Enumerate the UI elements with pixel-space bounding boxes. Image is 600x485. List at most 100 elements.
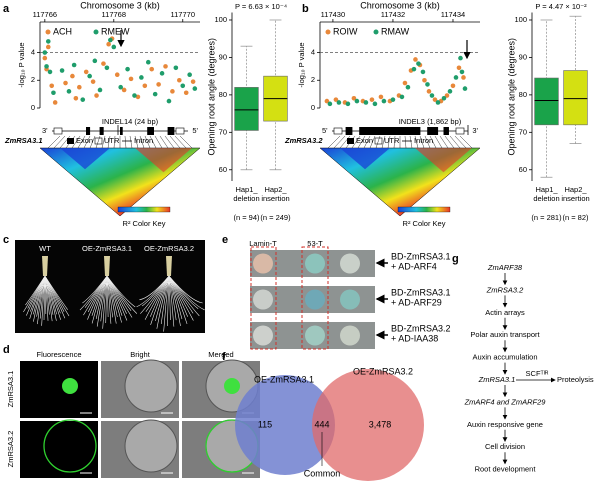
point: [435, 100, 441, 105]
color-key-title: R² Color Key: [403, 219, 446, 228]
point: [363, 100, 369, 105]
construct-label: + AD-IAA38: [391, 333, 438, 343]
y-axis-label: Opening root angle (degrees): [206, 38, 216, 156]
venn-set: [312, 369, 424, 481]
point: [444, 93, 450, 98]
root: [106, 275, 136, 308]
point: [97, 87, 103, 93]
point: [42, 50, 48, 55]
box: [234, 87, 259, 131]
fan-line: [393, 135, 396, 149]
fan-line: [381, 135, 386, 149]
point: [49, 83, 55, 89]
fan-line: [363, 135, 371, 149]
micrograph: [20, 361, 98, 418]
point: [44, 64, 49, 69]
x-tick-label: deletion: [233, 194, 259, 203]
color-key: [397, 206, 451, 213]
point: [70, 73, 75, 79]
fan-line: [414, 135, 419, 149]
point: [405, 84, 411, 90]
fan-line: [434, 135, 443, 149]
point: [351, 95, 357, 101]
point: [416, 61, 421, 66]
point: [73, 95, 79, 101]
chart-title: P = 4.47 × 10⁻²: [535, 2, 587, 11]
point: [333, 97, 339, 102]
point: [425, 82, 430, 87]
utr: [333, 127, 343, 135]
point: [166, 98, 172, 104]
gene-end: 3': [42, 126, 48, 135]
branch-label: SCFᵀᴵᴿ: [526, 369, 549, 378]
panel-label: e: [222, 234, 228, 246]
point: [142, 83, 148, 89]
point: [87, 73, 92, 79]
exon: [86, 127, 91, 135]
point: [441, 95, 447, 101]
y-tick-label: 100: [214, 15, 227, 24]
gene-name: ZmRSA3.1: [4, 136, 43, 145]
y-axis-label: -log₁₀ P value: [297, 42, 306, 87]
color-key: [117, 206, 171, 213]
point: [51, 90, 56, 96]
ld-block: [415, 148, 472, 173]
panel-label: g: [452, 253, 459, 265]
exon: [359, 127, 421, 135]
construct-label: BD-ZmRSA3.2: [391, 323, 451, 333]
column-header: Bright: [130, 350, 151, 359]
photo-label: OE-ZmRSA3.2: [144, 244, 194, 253]
fan-line: [65, 135, 76, 149]
fan-line: [357, 135, 366, 149]
point: [170, 89, 175, 94]
legend-marker: [93, 29, 99, 35]
common-label: Common: [304, 468, 341, 478]
x-tick-label: 117434: [441, 10, 465, 19]
color-key-title: R² Color Key: [123, 219, 166, 228]
panel-label: d: [3, 344, 10, 356]
point: [336, 100, 342, 105]
fan-line: [59, 135, 71, 149]
point: [453, 75, 459, 80]
gene-name: ZmRSA3.2: [284, 136, 323, 145]
point: [399, 94, 405, 100]
fan-line: [159, 135, 169, 149]
fan-line: [369, 135, 376, 149]
point: [63, 80, 68, 86]
fan-line: [154, 135, 163, 149]
point: [461, 75, 466, 80]
utr: [455, 127, 465, 135]
x-tick-label: 117768: [102, 10, 126, 19]
point: [59, 68, 65, 73]
gene-end: 5': [192, 126, 198, 135]
point: [345, 101, 351, 107]
y-tick-label: 70: [219, 127, 227, 136]
legend-label: RMEW: [101, 26, 130, 36]
chart-title: P = 6.63 × 10⁻⁴: [235, 2, 287, 11]
legend-label: UTR: [104, 136, 120, 145]
row-label: ZmRSA3.2: [6, 431, 15, 468]
pathway-node: ZmARF4 and ZmARF29: [464, 397, 547, 406]
point: [83, 69, 89, 75]
point: [80, 97, 86, 102]
legend-label: ROIW: [333, 26, 358, 36]
gene-end: 5': [322, 126, 328, 135]
point: [135, 94, 141, 100]
fan-line: [339, 135, 351, 149]
n-label: (n = 94): [233, 213, 260, 222]
photo-label: OE-ZmRSA3.1: [82, 244, 132, 253]
y-tick-label: 4: [31, 48, 35, 57]
point: [77, 84, 82, 90]
y-tick-label: 70: [519, 127, 527, 136]
point: [163, 64, 168, 69]
point: [447, 89, 453, 94]
colony: [340, 289, 360, 310]
fan-line: [409, 135, 413, 149]
point: [432, 97, 438, 102]
venn-set: [235, 375, 335, 475]
fan-line: [77, 135, 86, 149]
point: [66, 89, 72, 94]
point: [111, 44, 117, 50]
colony: [253, 289, 273, 310]
legend-marker: [325, 29, 331, 35]
